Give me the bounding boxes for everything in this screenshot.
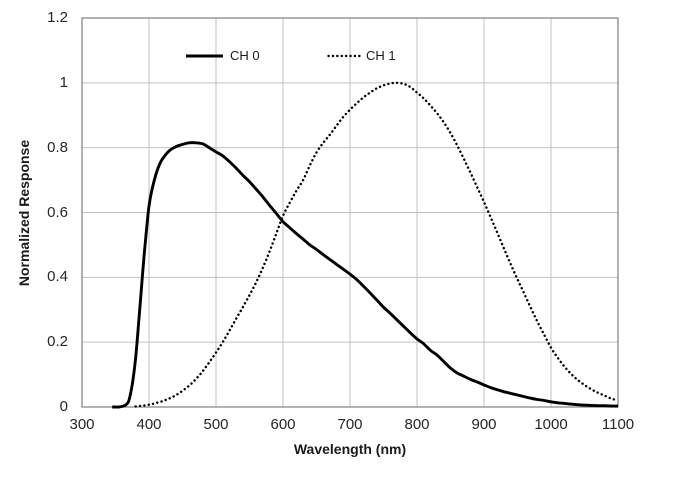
x-tick-label: 700 (337, 416, 363, 433)
plot-border (81, 17, 619, 408)
x-tick-label: 800 (404, 416, 430, 433)
y-tick-label: 1 (59, 73, 68, 91)
x-tick-label: 500 (203, 416, 229, 433)
ch1-curve (134, 81, 620, 408)
x-axis-title: Wavelength (nm) (293, 441, 407, 457)
y-tick-label: 0.4 (47, 268, 68, 286)
x-tick-label: 1100 (601, 416, 635, 433)
x-tick-label: 400 (136, 416, 162, 433)
x-tick-label: 600 (270, 416, 296, 433)
y-tick-label: 1.2 (47, 9, 68, 26)
y-tick-label: 0.6 (47, 203, 68, 221)
x-tick-label: 1000 (534, 416, 568, 433)
y-tick-label: 0.2 (47, 333, 68, 351)
ch0-curve (112, 141, 619, 409)
x-tick-label: 900 (471, 416, 497, 433)
x-tick-label: 300 (69, 416, 95, 433)
y-tick-label: 0 (59, 398, 68, 415)
y-tick-label: 0.8 (47, 138, 68, 156)
